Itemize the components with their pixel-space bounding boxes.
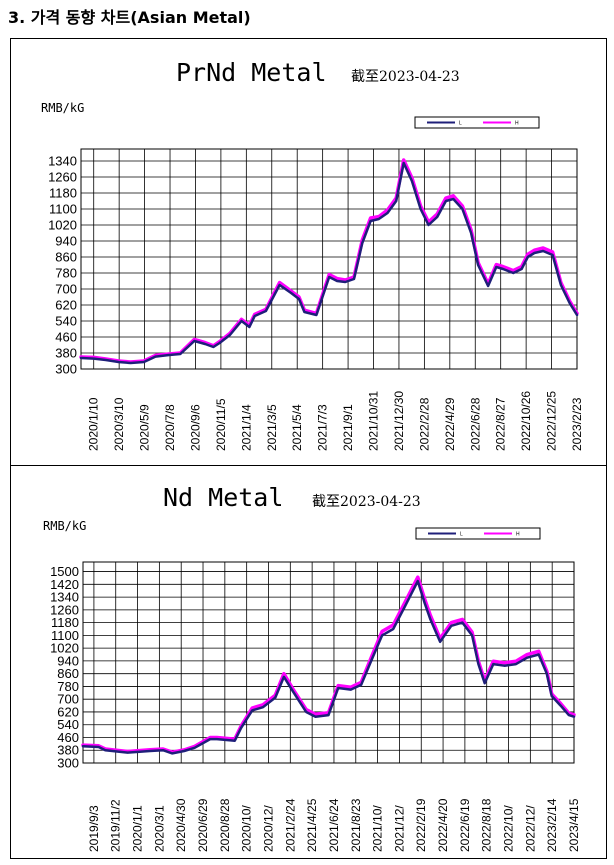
chart1-x-tick-label: 2022/2/28	[417, 397, 431, 451]
chart1-x-tick-label: 2021/5/4	[290, 404, 304, 451]
chart2-x-tick-label: 2022/10/	[502, 805, 516, 852]
chart1-x-tick-label: 2020/7/8	[163, 404, 177, 451]
chart2-series-l-line	[81, 579, 576, 755]
chart1-x-tick-label: 2021/7/3	[316, 404, 330, 451]
chart1-x-tick-label: 2022/12/25	[545, 391, 559, 451]
chart2-legend-box	[415, 527, 541, 540]
chart2-x-tick-label: 2020/12/	[261, 805, 275, 852]
chart1-x-tick-label: 2021/10/31	[367, 391, 381, 451]
chart1-x-tick-label: 2021/12/30	[392, 391, 406, 451]
chart2-x-tick-label: 2022/4/20	[436, 798, 450, 852]
chart2-x-tick-label: 2020/4/30	[174, 798, 188, 852]
prnd-metal-chart-panel: PrNd Metal 截至2023-04-23 RMB/kG L H 300 380 460 5…	[10, 38, 607, 467]
chart2-y-tick-label: 540	[57, 717, 79, 732]
chart1-y-unit-label: RMB/kG	[41, 101, 84, 115]
chart2-y-tick-label: 620	[57, 704, 79, 719]
chart2-y-tick-label: 460	[57, 730, 79, 745]
chart1-x-tick-label: 2020/1/10	[87, 397, 101, 451]
section-heading: 3. 가격 동향 차트(Asian Metal)	[8, 8, 251, 27]
chart1-x-tick-label: 2021/1/4	[239, 404, 253, 451]
chart2-x-tick-label: 2021/8/23	[349, 798, 363, 852]
chart1-x-tick-label: 2020/9/6	[188, 404, 202, 451]
chart2-y-tick-label: 1420	[50, 577, 79, 592]
chart1-legend-label-h: H	[515, 121, 519, 127]
chart1-x-tick-label: 2023/2/23	[570, 397, 584, 451]
chart1-x-tick-label: 2021/9/1	[341, 404, 355, 451]
chart2-x-tick-label: 2023/2/14	[545, 798, 559, 852]
chart1-x-tick-label: 2021/3/5	[265, 404, 279, 451]
chart2-y-tick-label: 780	[57, 679, 79, 694]
chart2-x-tick-label: 2020/1/1	[131, 805, 145, 852]
chart2-y-tick-label: 1260	[50, 602, 79, 617]
chart1-legend-box	[414, 116, 540, 129]
chart2-x-tick-label: 2019/9/3	[87, 805, 101, 852]
chart2-y-tick-label: 1100	[51, 628, 79, 643]
chart1-plot-frame	[80, 148, 578, 370]
chart2-y-tick-label: 860	[57, 666, 79, 681]
chart2-y-tick-label: 300	[57, 756, 79, 771]
chart1-y-tick-label: 540	[55, 314, 77, 329]
chart1-y-tick-label: 300	[55, 362, 77, 377]
chart2-y-tick-label: 1340	[50, 590, 79, 605]
chart1-series-l-line	[79, 161, 579, 365]
chart1-x-tick-label: 2020/3/10	[112, 397, 126, 451]
chart2-title: Nd Metal	[163, 483, 283, 512]
chart2-x-tick-label: 2020/3/1	[152, 805, 166, 852]
chart2-x-tick-label: 2022/2/19	[414, 798, 428, 852]
chart1-y-tick-label: 1100	[49, 202, 77, 217]
chart2-y-unit-label: RMB/kG	[43, 519, 86, 533]
chart1-y-tick-label: 460	[55, 330, 77, 345]
chart2-x-tick-label: 2022/12/	[523, 805, 537, 852]
chart2-date-label: 截至2023-04-23	[312, 494, 421, 510]
chart1-y-tick-label: 700	[55, 282, 77, 297]
chart2-plot-frame	[82, 561, 575, 764]
chart1-y-tick-label: 1020	[48, 218, 77, 233]
chart1-x-tick-label: 2022/4/29	[443, 397, 457, 451]
chart1-y-tick-label: 780	[55, 266, 77, 281]
chart2-y-tick-label: 1180	[51, 615, 79, 630]
chart2-y-tick-label: 700	[57, 692, 79, 707]
chart1-y-tick-label: 860	[55, 250, 77, 265]
chart1-x-tick-label: 2022/10/26	[519, 391, 533, 451]
chart2-y-tick-label: 380	[57, 743, 79, 758]
chart2-x-tick-label: 2021/2/24	[283, 798, 297, 852]
chart2-legend-label-h: H	[516, 532, 520, 538]
chart2-x-tick-label: 2023/4/15	[567, 798, 581, 852]
chart1-y-tick-label: 620	[55, 298, 77, 313]
chart2-y-tick-label: 1500	[50, 564, 79, 579]
chart1-y-tick-label: 940	[55, 234, 77, 249]
chart1-legend-label-l: L	[459, 121, 462, 127]
chart2-x-tick-label: 2021/6/24	[327, 798, 341, 852]
chart2-x-tick-label: 2021/4/25	[305, 798, 319, 852]
chart2-y-tick-label: 1020	[50, 641, 79, 656]
chart2-y-tick-label: 940	[57, 653, 79, 668]
chart1-title: PrNd Metal	[176, 58, 327, 87]
chart2-x-tick-label: 2021/12/	[392, 805, 406, 852]
chart1-x-tick-label: 2020/11/5	[214, 398, 228, 451]
chart2-x-tick-label: 2022/6/19	[458, 798, 472, 852]
chart1-series-h-line	[79, 158, 579, 364]
chart2-legend-label-l: L	[460, 532, 463, 538]
chart1-x-tick-label: 2022/6/28	[468, 397, 482, 451]
chart2-x-tick-label: 2019/11/2	[109, 799, 123, 852]
chart1-y-tick-label: 380	[55, 346, 77, 361]
chart2-x-tick-label: 2020/8/28	[218, 798, 232, 852]
nd-metal-chart-panel: Nd Metal 截至2023-04-23 RMB/kG L H 300 380 460 540…	[10, 465, 607, 859]
chart1-y-tick-label: 1260	[48, 170, 77, 185]
chart2-x-tick-label: 2020/10/	[240, 805, 254, 852]
chart1-y-tick-label: 1180	[49, 186, 77, 201]
chart1-y-tick-label: 1340	[48, 154, 77, 169]
chart2-x-tick-label: 2022/8/18	[480, 798, 494, 852]
chart2-x-tick-label: 2021/10/	[371, 805, 385, 852]
chart1-x-tick-label: 2022/8/27	[494, 397, 508, 451]
chart2-x-tick-label: 2020/6/29	[196, 798, 210, 852]
chart1-date-label: 截至2023-04-23	[351, 69, 460, 85]
chart1-x-tick-label: 2020/5/9	[138, 404, 152, 451]
